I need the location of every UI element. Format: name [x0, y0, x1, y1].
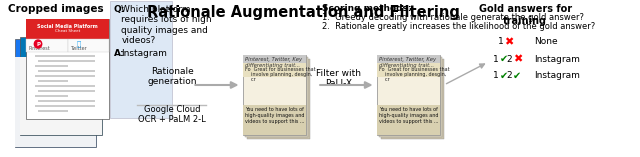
Text: 1: 1	[493, 71, 499, 81]
Text: Gold answers for
training: Gold answers for training	[479, 4, 572, 26]
Text: Q:: Q:	[114, 5, 125, 14]
FancyBboxPatch shape	[243, 105, 306, 135]
FancyBboxPatch shape	[38, 60, 95, 62]
FancyBboxPatch shape	[243, 55, 306, 135]
Text: differentiating trait...: differentiating trait...	[245, 63, 300, 68]
Text: You need to have lots of: You need to have lots of	[245, 107, 304, 112]
Text: Instagram: Instagram	[534, 54, 580, 63]
FancyBboxPatch shape	[35, 105, 95, 107]
FancyBboxPatch shape	[378, 55, 440, 65]
Text: Cropped images: Cropped images	[8, 4, 104, 14]
Text: P: P	[36, 41, 40, 46]
Text: involve planning, desgin,: involve planning, desgin,	[245, 72, 312, 77]
Text: 2: 2	[507, 71, 513, 81]
Text: Scoring methods:: Scoring methods:	[322, 4, 412, 13]
Text: high-quality images and: high-quality images and	[379, 113, 438, 118]
Text: videos to support this ...: videos to support this ...	[245, 119, 305, 124]
Text: Google Cloud
OCR + PaLM 2-L: Google Cloud OCR + PaLM 2-L	[138, 105, 206, 124]
Text: None: None	[534, 38, 558, 46]
Text: Fo  Great for businesses that: Fo Great for businesses that	[245, 67, 316, 72]
FancyBboxPatch shape	[20, 37, 102, 135]
FancyBboxPatch shape	[35, 95, 68, 97]
Text: Filter with
PaLI-X: Filter with PaLI-X	[316, 69, 361, 88]
Text: cr: cr	[379, 77, 390, 82]
FancyBboxPatch shape	[247, 59, 310, 139]
FancyBboxPatch shape	[38, 89, 95, 92]
Text: ✖: ✖	[504, 37, 513, 47]
Text: 1: 1	[497, 38, 503, 46]
Text: Rationale
generation: Rationale generation	[147, 67, 197, 86]
Text: ✔: ✔	[499, 71, 508, 81]
FancyBboxPatch shape	[381, 59, 444, 139]
Text: high-quality images and: high-quality images and	[245, 113, 305, 118]
Circle shape	[35, 40, 42, 48]
FancyBboxPatch shape	[35, 84, 95, 87]
FancyBboxPatch shape	[54, 56, 102, 62]
FancyBboxPatch shape	[378, 63, 440, 77]
FancyBboxPatch shape	[378, 105, 440, 135]
Text: 🐦: 🐦	[77, 41, 81, 47]
Text: You need to have lots of: You need to have lots of	[379, 107, 438, 112]
FancyBboxPatch shape	[38, 70, 95, 72]
Text: cr: cr	[245, 77, 256, 82]
Text: A:: A:	[114, 49, 125, 58]
Text: ✖: ✖	[513, 54, 523, 64]
FancyBboxPatch shape	[68, 39, 109, 52]
Text: Instagram: Instagram	[121, 49, 167, 58]
Text: Fo  Great for businesses that: Fo Great for businesses that	[379, 67, 450, 72]
FancyBboxPatch shape	[35, 75, 95, 77]
FancyBboxPatch shape	[15, 57, 96, 147]
Text: Instagram: Instagram	[534, 71, 580, 81]
FancyBboxPatch shape	[38, 79, 68, 82]
Text: Pinterest, Twitter, Key: Pinterest, Twitter, Key	[379, 57, 436, 62]
FancyBboxPatch shape	[26, 19, 109, 119]
Text: Pinterest: Pinterest	[29, 46, 51, 51]
Text: videos to support this ...: videos to support this ...	[379, 119, 438, 124]
FancyBboxPatch shape	[26, 19, 109, 39]
Text: differentiating trait...: differentiating trait...	[379, 63, 434, 68]
Text: 1: 1	[493, 54, 499, 63]
FancyBboxPatch shape	[15, 39, 96, 147]
Text: Rationale Augmentation and Filtering: Rationale Augmentation and Filtering	[147, 5, 460, 20]
FancyBboxPatch shape	[26, 39, 68, 52]
FancyBboxPatch shape	[38, 100, 95, 102]
Text: involve planning, desgin,: involve planning, desgin,	[379, 72, 447, 77]
Text: 2.  Rationale greatly increases the likelihood of the gold answer?: 2. Rationale greatly increases the likel…	[322, 22, 595, 31]
FancyBboxPatch shape	[35, 65, 68, 67]
FancyBboxPatch shape	[243, 55, 306, 65]
FancyBboxPatch shape	[245, 57, 308, 137]
FancyBboxPatch shape	[378, 55, 440, 135]
FancyBboxPatch shape	[110, 1, 172, 118]
Text: Twitter: Twitter	[70, 46, 87, 51]
Text: 1.  Greedy decoding with rationale generate the gold answer?: 1. Greedy decoding with rationale genera…	[322, 13, 584, 22]
Text: Social Media Platform: Social Media Platform	[37, 24, 98, 29]
FancyBboxPatch shape	[243, 63, 306, 77]
Text: Cheat Sheet: Cheat Sheet	[55, 29, 80, 33]
Text: 2: 2	[507, 54, 513, 63]
Text: Which platform
requires lots of high
quality images and
videos?: Which platform requires lots of high qua…	[121, 5, 212, 45]
Text: ✔: ✔	[499, 54, 508, 64]
Text: Pinterest, Twitter, Key: Pinterest, Twitter, Key	[245, 57, 302, 62]
FancyBboxPatch shape	[35, 54, 95, 57]
FancyBboxPatch shape	[38, 109, 68, 112]
FancyBboxPatch shape	[379, 57, 442, 137]
Text: ✔: ✔	[513, 71, 522, 81]
FancyBboxPatch shape	[20, 57, 102, 135]
